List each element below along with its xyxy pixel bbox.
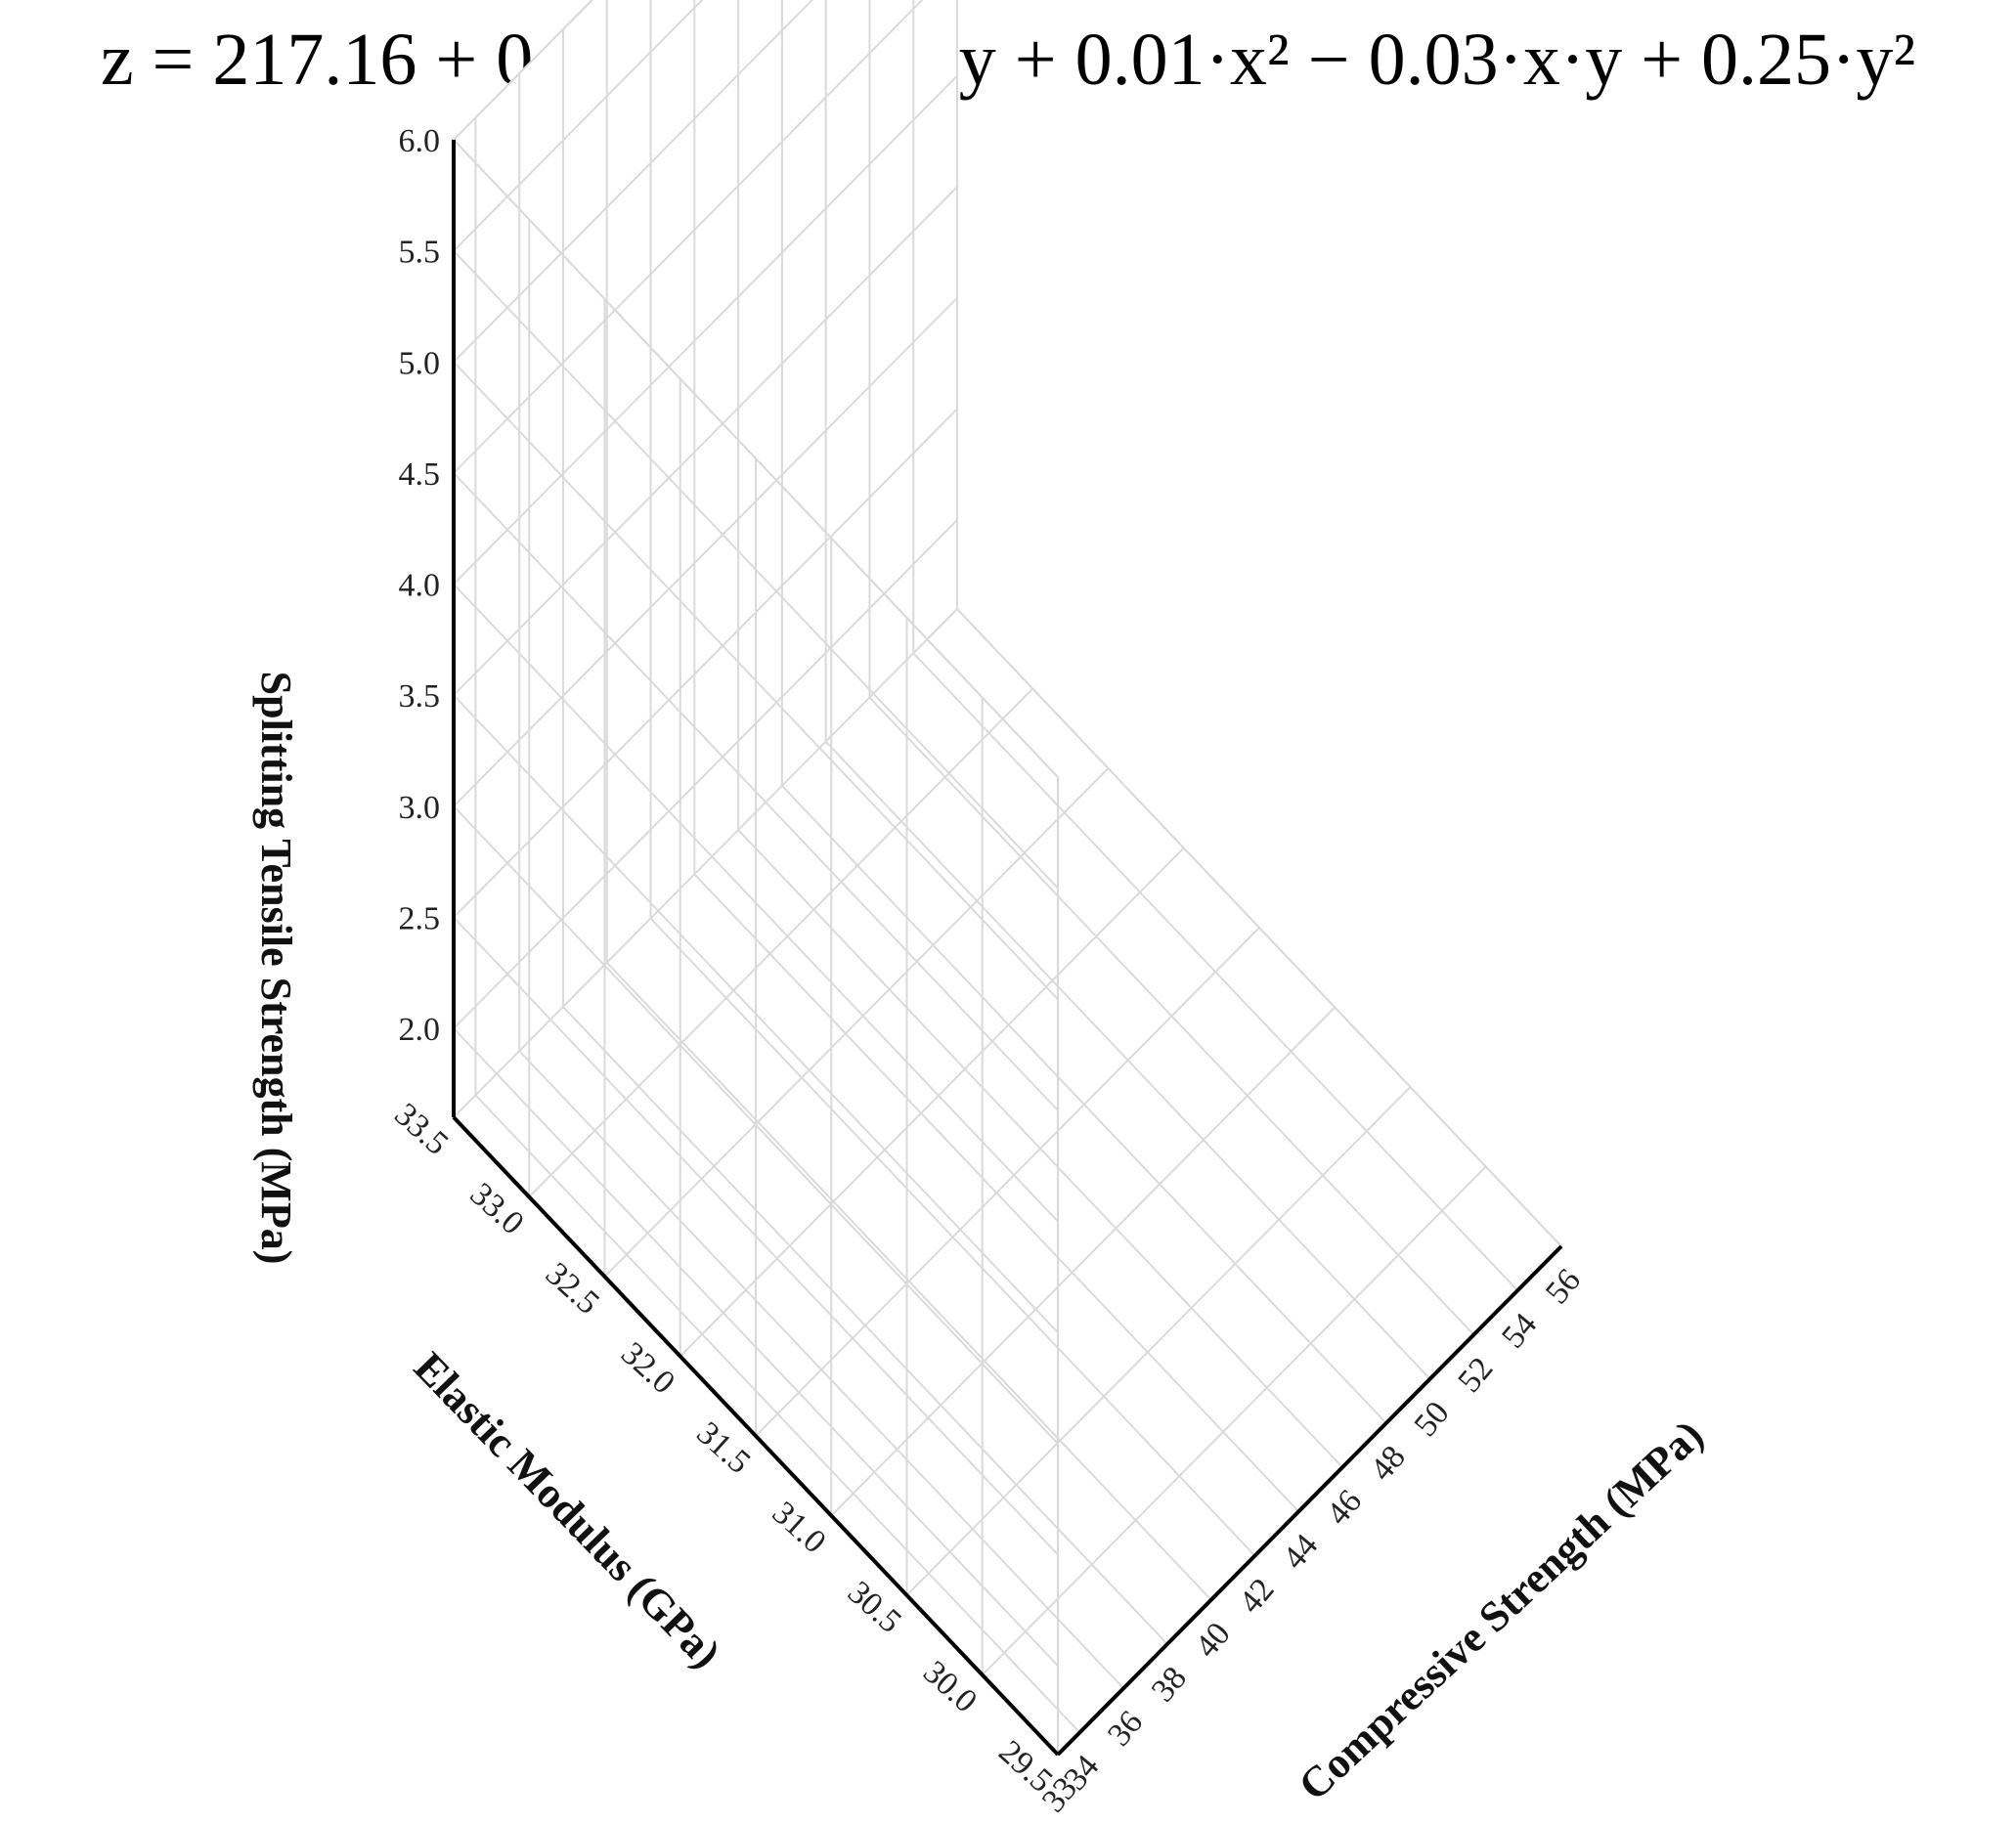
gridline-z-left — [453, 1027, 1059, 1667]
x-axis-title: Compressive Strength (MPa) — [1290, 1411, 1713, 1809]
z-tick-label: 4.5 — [399, 456, 441, 493]
gridline-y-floor — [830, 1006, 1336, 1517]
x-tick-label: 54 — [1495, 1307, 1544, 1356]
gridline-y-floor — [679, 847, 1185, 1358]
x-tick-label: 56 — [1539, 1262, 1588, 1311]
gridline-z-right — [453, 0, 704, 252]
gridline-y-floor — [755, 927, 1260, 1437]
gridline-z-left — [453, 139, 1059, 778]
z-axis-title: Splitting Tensile Strength (MPa) — [252, 672, 300, 1265]
gridline-y-floor — [982, 1165, 1487, 1676]
gridline-z-left — [453, 249, 1059, 890]
gridline-z-right — [453, 408, 958, 919]
y-axis-line — [452, 1115, 1060, 1757]
x-axis-line — [1056, 1244, 1563, 1757]
x-tick-label: 38 — [1145, 1660, 1194, 1709]
x-tick-label: 46 — [1320, 1483, 1369, 1532]
gridline-z-left — [453, 805, 1059, 1445]
z-tick-label: 5.0 — [399, 345, 441, 381]
z-tick-label: 2.0 — [399, 1012, 441, 1048]
gridline-z-right — [453, 0, 594, 141]
gridline-z-right — [453, 0, 924, 474]
gridline-z-left — [453, 361, 1059, 1000]
plot-box-walls — [452, 0, 1563, 1758]
z-tick-label: 5.5 — [399, 235, 441, 271]
z-tick-label: 4.0 — [399, 568, 441, 604]
gridline-z-right — [453, 74, 958, 586]
gridline-z-right — [453, 519, 958, 1029]
gridline-z-right — [453, 0, 814, 363]
gridline-y-floor — [905, 1086, 1412, 1596]
plot-axes — [452, 140, 1563, 1757]
gridline-z-left — [453, 583, 1059, 1223]
z-tick-label: 2.5 — [399, 900, 441, 936]
z-tick-label: 3.5 — [399, 678, 441, 715]
y-axis-title: Elastic Modulus (GPa) — [405, 1343, 729, 1677]
x-tick-label: 48 — [1364, 1439, 1413, 1488]
gridline-z-right — [453, 186, 958, 696]
x-tick-label: 36 — [1101, 1705, 1150, 1754]
gridline-z-left — [453, 916, 1059, 1556]
z-tick-label: 6.0 — [399, 123, 441, 159]
x-tick-label: 50 — [1408, 1395, 1457, 1444]
x-tick-label: 44 — [1276, 1528, 1325, 1577]
y-tick-label: 33.5 — [387, 1097, 455, 1162]
x-tick-label: 52 — [1451, 1351, 1500, 1400]
x-tick-label: 42 — [1232, 1572, 1281, 1621]
gridline-z-left — [453, 694, 1059, 1333]
gridline-z-left — [453, 472, 1059, 1111]
x-tick-label: 40 — [1189, 1616, 1238, 1665]
gridline-z-right — [453, 297, 958, 807]
surface-equation: z = 217.16 + 0.57·x − 14.38·y + 0.01·x² … — [100, 19, 1916, 101]
z-tick-label: 3.0 — [399, 790, 441, 826]
